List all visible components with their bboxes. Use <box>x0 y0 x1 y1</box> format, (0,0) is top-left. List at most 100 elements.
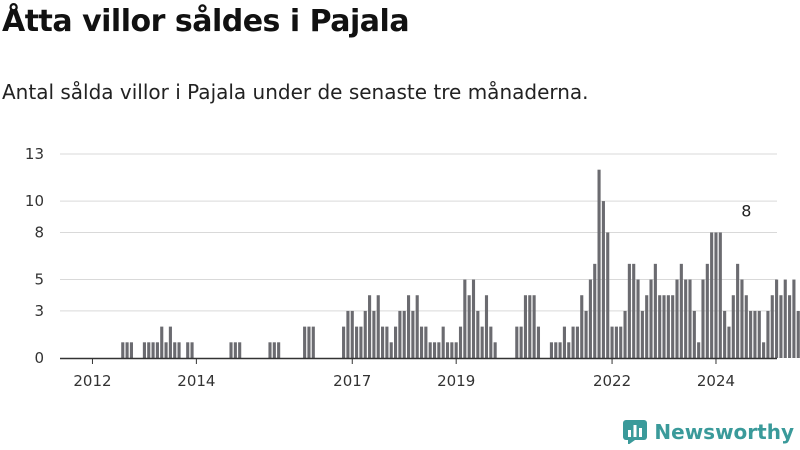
bar <box>601 201 605 358</box>
bar <box>177 342 181 358</box>
bar <box>484 295 489 358</box>
bar <box>160 326 164 358</box>
bar <box>714 232 718 358</box>
bar <box>372 310 376 358</box>
y-tick-label: 0 <box>34 349 44 367</box>
bar <box>363 310 367 358</box>
bar <box>705 263 709 358</box>
bar <box>155 342 159 358</box>
bar <box>614 326 618 358</box>
bar <box>376 295 380 358</box>
bar <box>740 279 744 358</box>
bar <box>692 310 696 358</box>
bar <box>645 295 649 358</box>
x-tick-label: 2012 <box>73 372 111 390</box>
x-tick-label: 2019 <box>437 372 475 390</box>
bar <box>662 295 666 358</box>
latest-value-label: 8 <box>741 201 751 220</box>
bar <box>523 295 528 358</box>
bar <box>350 310 354 358</box>
y-tick-label: 3 <box>34 302 44 320</box>
bar <box>532 295 536 358</box>
bar <box>168 326 172 358</box>
bar <box>463 279 467 358</box>
bar <box>458 326 463 358</box>
bar <box>415 295 419 358</box>
bar <box>441 326 445 358</box>
bar <box>277 342 281 358</box>
bar <box>164 342 168 358</box>
bar <box>606 232 610 358</box>
bar <box>121 342 125 358</box>
bar <box>125 342 129 358</box>
newsworthy-logo-icon <box>623 420 648 444</box>
bar <box>588 279 592 358</box>
bar <box>307 326 311 358</box>
bar <box>623 310 627 358</box>
bar <box>394 326 398 358</box>
bar <box>658 295 662 358</box>
bar <box>480 326 484 358</box>
chart-title: Åtta villor såldes i Pajala <box>2 4 410 39</box>
newsworthy-logo-text: Newsworthy <box>654 420 794 444</box>
bar <box>233 342 237 358</box>
y-axis-labels: 0 3 5 8 10 13 <box>25 145 44 367</box>
bar <box>593 263 597 358</box>
bar <box>744 295 748 358</box>
bar <box>636 279 640 358</box>
bar <box>584 310 588 358</box>
y-tick-label: 8 <box>34 223 44 241</box>
bar <box>562 326 566 358</box>
bar <box>528 295 532 358</box>
bar <box>272 342 276 358</box>
bar <box>736 263 740 358</box>
bar <box>757 310 761 358</box>
bar <box>783 279 787 358</box>
bar <box>346 310 350 358</box>
bar <box>450 342 454 358</box>
bar <box>368 295 372 358</box>
bar <box>381 326 385 358</box>
bar <box>489 326 493 358</box>
x-tick-label: 2014 <box>177 372 215 390</box>
bar <box>186 342 190 358</box>
bar <box>575 326 579 358</box>
bar <box>688 279 692 358</box>
bar <box>402 310 406 358</box>
bar <box>710 232 714 358</box>
bar <box>792 279 796 358</box>
x-tick-label: 2017 <box>333 372 371 390</box>
x-tick-label: 2024 <box>697 372 735 390</box>
bar <box>151 342 155 358</box>
bars <box>121 169 800 358</box>
bar <box>389 342 393 358</box>
bar <box>671 295 675 358</box>
bar <box>406 295 411 358</box>
bar <box>723 310 727 358</box>
bar <box>619 326 623 358</box>
bar <box>666 295 670 358</box>
y-tick-label: 10 <box>25 192 44 210</box>
bar <box>788 295 792 358</box>
bar <box>653 263 657 358</box>
bar <box>428 342 432 358</box>
bar <box>493 342 497 358</box>
bar <box>142 342 146 358</box>
bar <box>649 279 653 358</box>
bar <box>190 342 194 358</box>
bar <box>770 295 774 358</box>
bar <box>718 232 722 358</box>
bar <box>129 342 133 358</box>
bar <box>558 342 562 358</box>
bar <box>303 326 307 358</box>
bar <box>549 342 553 358</box>
bar <box>632 263 636 358</box>
y-tick-label: 13 <box>25 145 44 163</box>
bar <box>268 342 272 358</box>
bar <box>355 326 359 358</box>
bar <box>515 326 519 358</box>
bar <box>775 279 779 358</box>
x-tick-label: 2022 <box>593 372 631 390</box>
x-axis-labels: 2012 2014 2017 2019 2022 2024 <box>73 358 735 390</box>
